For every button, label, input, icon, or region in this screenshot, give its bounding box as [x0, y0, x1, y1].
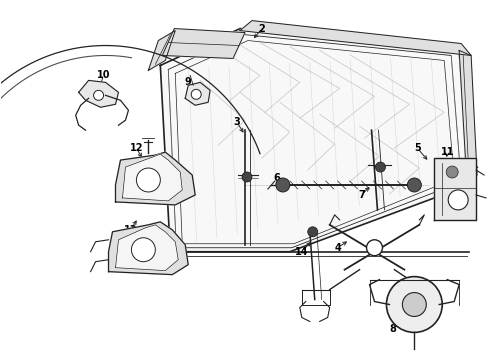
Text: 7: 7 [358, 190, 365, 200]
Polygon shape [78, 80, 119, 107]
Circle shape [402, 293, 426, 316]
Circle shape [387, 276, 442, 332]
Polygon shape [459, 50, 477, 188]
Text: 8: 8 [389, 324, 396, 334]
Circle shape [136, 168, 160, 192]
Polygon shape [148, 31, 175, 71]
Circle shape [407, 178, 421, 192]
Polygon shape [116, 152, 195, 205]
Polygon shape [122, 154, 182, 201]
Circle shape [448, 190, 468, 210]
Text: 2: 2 [259, 24, 265, 33]
Text: 3: 3 [234, 117, 241, 127]
Circle shape [131, 238, 155, 262]
Text: 1: 1 [472, 160, 478, 170]
Circle shape [191, 89, 201, 99]
Circle shape [367, 240, 383, 256]
Polygon shape [160, 28, 469, 252]
Circle shape [446, 166, 458, 178]
Circle shape [308, 227, 318, 237]
Polygon shape [240, 21, 471, 55]
Text: 14: 14 [295, 247, 309, 257]
Polygon shape [162, 28, 245, 58]
Polygon shape [108, 222, 188, 275]
Text: 5: 5 [414, 143, 421, 153]
Text: 13: 13 [123, 225, 137, 235]
Polygon shape [185, 82, 210, 105]
Text: 9: 9 [185, 77, 192, 87]
Polygon shape [434, 158, 476, 220]
Text: 12: 12 [130, 143, 143, 153]
Circle shape [242, 172, 252, 182]
Circle shape [375, 162, 386, 172]
Circle shape [276, 178, 290, 192]
Polygon shape [116, 225, 178, 271]
Text: 4: 4 [334, 243, 341, 253]
Text: 10: 10 [97, 71, 110, 80]
Circle shape [94, 90, 103, 100]
Text: 6: 6 [273, 173, 280, 183]
Text: 11: 11 [441, 147, 454, 157]
